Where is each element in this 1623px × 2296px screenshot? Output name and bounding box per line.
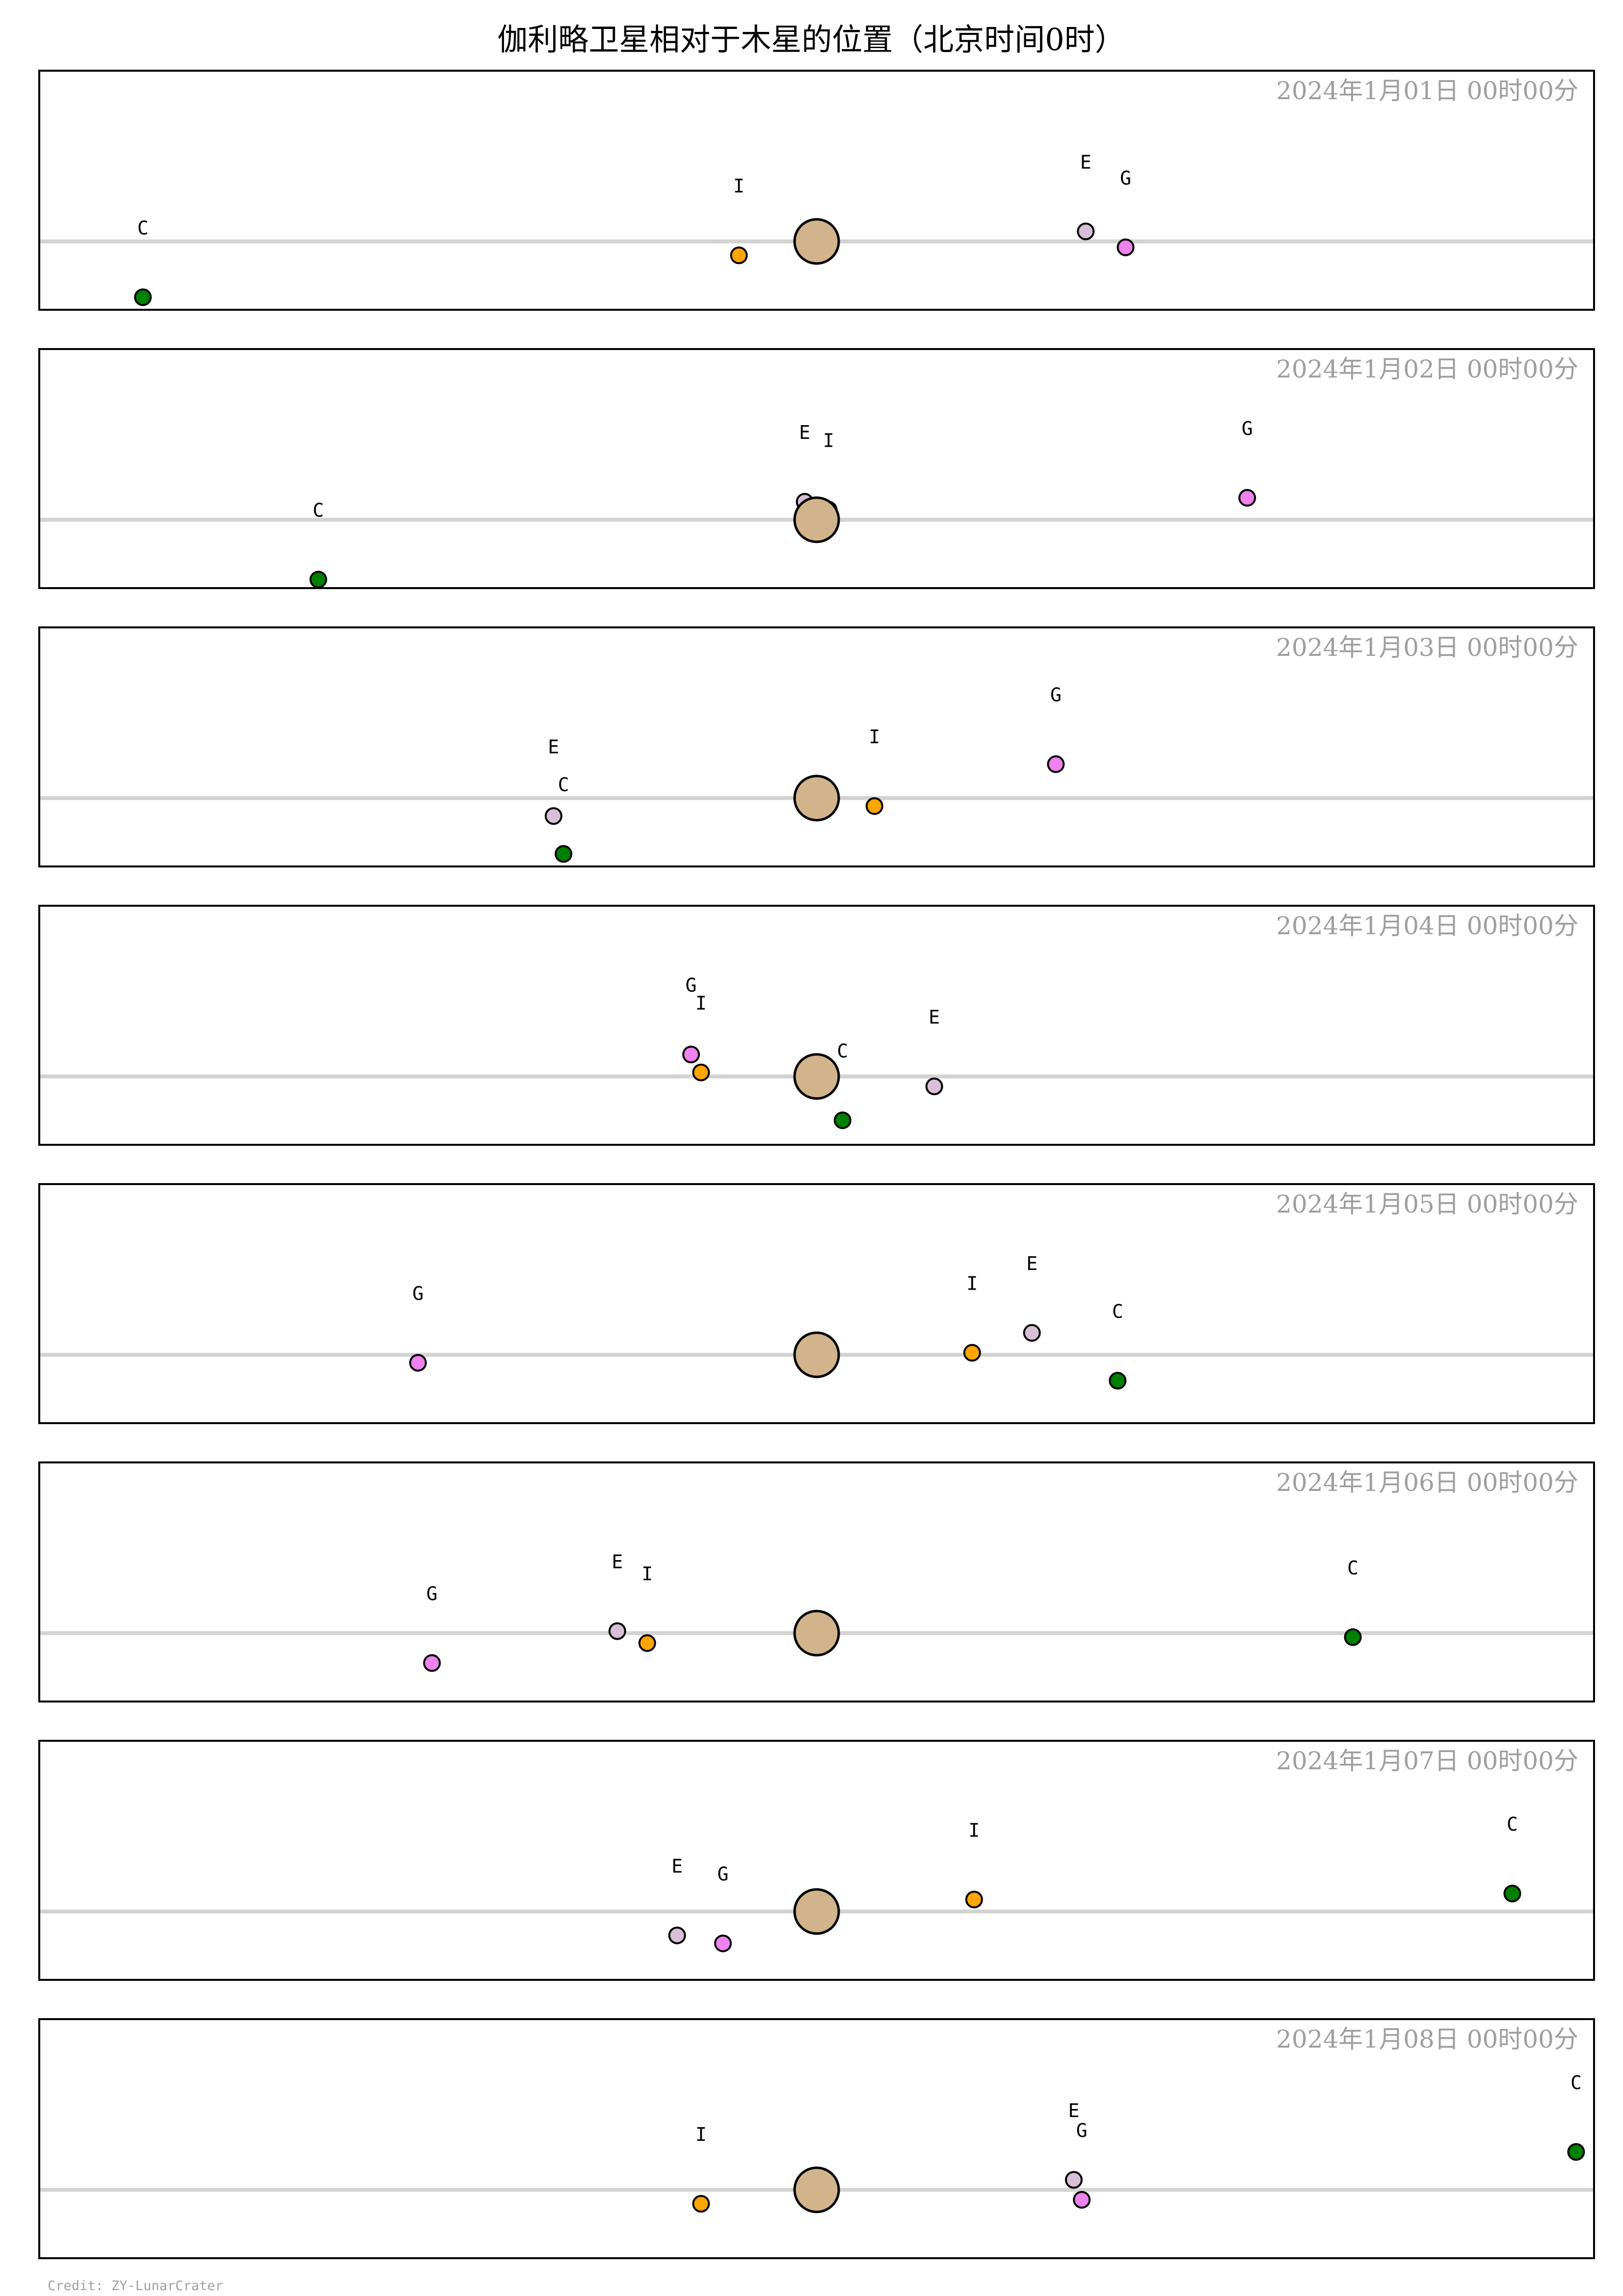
moon-I-marker [638,1634,656,1652]
moon-G-label: G [412,1283,424,1304]
moon-G-label: G [1076,2120,1088,2141]
moon-I-marker [730,246,748,265]
moon-I-marker [965,1891,983,1909]
moon-I-label: I [968,1819,980,1841]
moon-C-label: C [1570,2072,1582,2094]
moon-C-label: C [137,217,149,239]
moon-E-label: E [548,736,559,757]
moon-E-label: E [1080,151,1091,173]
moon-I-marker [692,1063,710,1081]
panel-date: 2024年1月02日 00时00分 [1276,355,1578,383]
moon-G-label: G [426,1583,438,1605]
moon-E-label: E [1026,1253,1038,1274]
moon-C-marker [1503,1885,1521,1903]
jupiter-marker [793,2166,840,2214]
moon-E-marker [1023,1324,1041,1342]
moon-C-marker [1109,1372,1127,1390]
panel-7: 2024年1月07日 00时00分 I E G C [38,1740,1595,1981]
moon-G-marker [714,1934,732,1952]
moon-I-marker [963,1344,981,1362]
panel-2: 2024年1月02日 00时00分 IE G C [38,348,1595,589]
figure-title: 伽利略卫星相对于木星的位置（北京时间0时） [497,22,1125,57]
moon-C-marker [1567,2143,1585,2161]
moon-C-label: C [1347,1557,1358,1579]
panel-frame [38,2018,1595,2259]
panel-5: 2024年1月05日 00时00分 I E G C [38,1183,1595,1424]
moon-C-marker [833,1111,851,1130]
moon-C-label: C [1112,1301,1123,1323]
moon-E-marker [668,1926,686,1945]
jupiter-marker [793,1331,840,1378]
jupiter-marker [793,496,840,543]
moon-C-label: C [313,500,324,521]
panel-date: 2024年1月03日 00时00分 [1276,633,1578,662]
moon-G-label: G [1242,418,1253,439]
moon-G-marker [682,1046,700,1064]
moon-G-marker [1047,755,1065,773]
moon-I-label: I [966,1273,978,1295]
jupiter-marker [793,1888,840,1935]
moon-E-label: E [1068,2100,1079,2121]
moon-I-marker [692,2195,710,2213]
panel-date: 2024年1月08日 00时00分 [1276,2025,1578,2053]
panel-frame [38,1461,1595,1702]
moon-G-label: G [686,974,697,996]
moon-E-label: E [929,1006,940,1028]
panel-3: 2024年1月03日 00时00分 I E G C [38,626,1595,867]
moon-E-marker [925,1078,943,1096]
panel-frame [38,1183,1595,1424]
moon-I-label: I [695,993,707,1014]
moon-G-marker [423,1654,441,1672]
moon-E-marker [608,1622,626,1640]
panel-frame [38,905,1595,1146]
moon-I-label: I [869,726,880,748]
moon-C-label: C [558,774,569,795]
moon-E-label: E [671,1855,683,1877]
moon-I-label: I [733,175,745,197]
moon-E-marker [1064,2171,1083,2189]
panel-date: 2024年1月06日 00时00分 [1276,1468,1578,1497]
panel-8: 2024年1月08日 00时00分 I EG C [38,2018,1595,2259]
moon-C-marker [309,570,327,589]
moon-C-marker [134,288,152,306]
moon-G-marker [1238,489,1256,507]
moon-E-marker [544,807,562,825]
panel-frame [38,1740,1595,1981]
moon-G-label: G [1120,167,1131,189]
moon-I-label: I [695,2124,707,2145]
moon-E-label: E [799,422,810,443]
moon-C-marker [555,845,573,863]
moon-G-label: G [718,1864,729,1885]
jupiter-marker [793,218,840,265]
moon-G-marker [409,1353,427,1372]
panel-4: 2024年1月04日 00时00分 I E G C [38,905,1595,1146]
moon-I-label: I [641,1563,653,1585]
panel-frame [38,626,1595,867]
panel-frame [38,70,1595,311]
moon-E-label: E [612,1551,623,1573]
moon-E-marker [1077,222,1095,241]
panel-date: 2024年1月05日 00时00分 [1276,1190,1578,1218]
panel-6: 2024年1月06日 00时00分 IE G C [38,1461,1595,1702]
moon-C-label: C [1507,1813,1518,1835]
moon-I-label: I [823,430,834,451]
jupiter-marker [793,1610,840,1657]
moon-G-marker [1073,2191,1091,2209]
jupiter-marker [793,775,840,822]
panel-date: 2024年1月07日 00时00分 [1276,1747,1578,1775]
moon-G-marker [1117,238,1135,256]
jupiter-marker [793,1053,840,1100]
moon-G-label: G [1050,684,1062,706]
moon-I-marker [865,797,883,815]
moon-C-marker [1344,1628,1362,1646]
panel-date: 2024年1月04日 00时00分 [1276,912,1578,940]
panel-1: 2024年1月01日 00时00分 I E G C [38,70,1595,311]
moon-C-label: C [837,1040,848,1062]
credit-text: Credit: ZY-LunarCrater [48,2278,223,2294]
panel-frame [38,348,1595,589]
panel-date: 2024年1月01日 00时00分 [1276,77,1578,105]
